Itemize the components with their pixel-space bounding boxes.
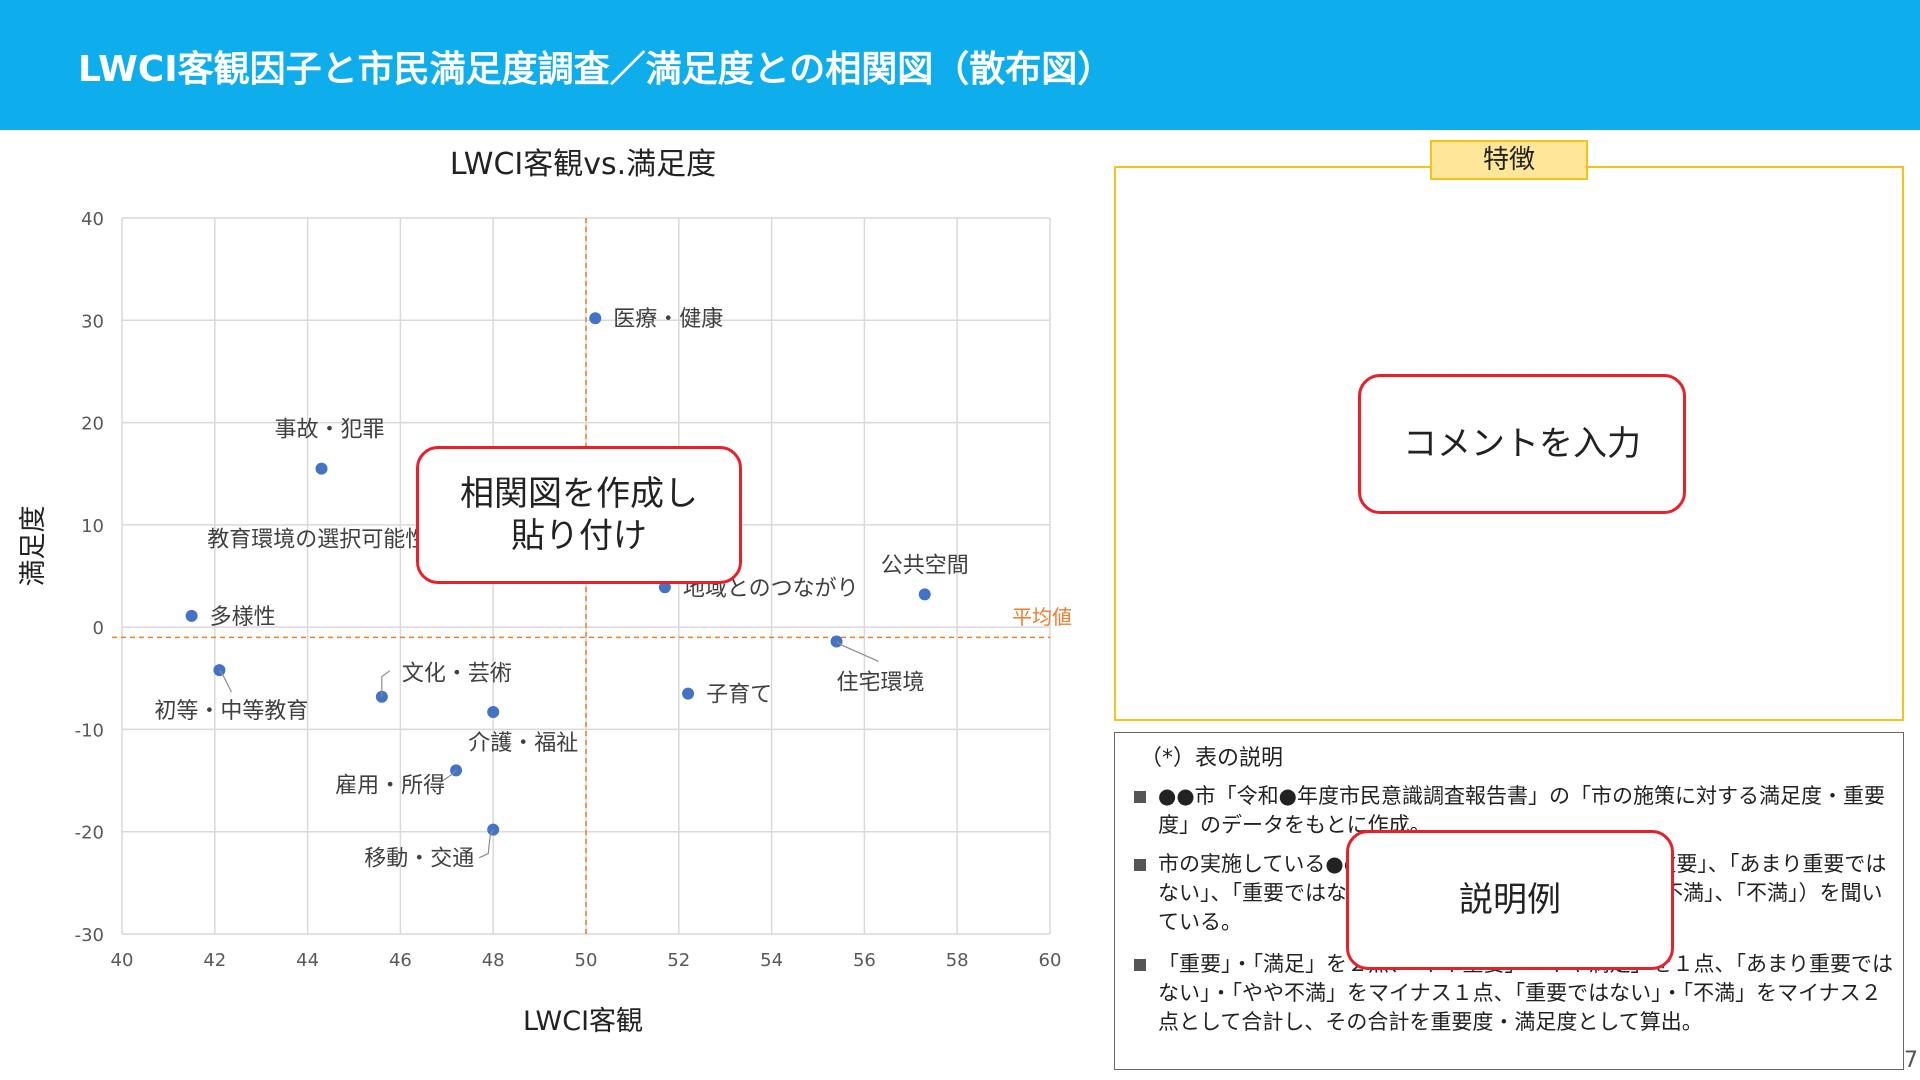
data-label: 文化・芸術 [402,662,512,687]
page-title: LWCI客観因子と市民満足度調査／満足度との相関図（散布図） [78,49,1114,90]
y-tick-label: 30 [81,311,104,332]
x-axis-title: LWCI客観 [523,1006,643,1037]
x-tick-label: 40 [111,950,134,971]
square-bullet-icon [1134,791,1146,803]
leader-line [218,669,232,693]
y-tick-label: 10 [81,516,104,537]
average-lines: 平均値 [112,218,1072,934]
data-label: 住宅環境 [837,670,925,695]
chart-paste-callout-text: 相関図を作成し 貼り付け [460,473,698,557]
chart-title: LWCI客観vs.満足度 [450,147,716,182]
data-point [185,609,198,622]
header-bar: LWCI客観因子と市民満足度調査／満足度との相関図（散布図） [0,0,1920,130]
x-tick-label: 54 [760,950,783,971]
x-tick-label: 58 [946,950,969,971]
point-layer [185,312,931,836]
data-point [682,687,695,700]
note-heading: （*）表の説明 [1140,746,1284,771]
x-tick-label: 44 [296,950,319,971]
x-tick-label: 50 [575,950,598,971]
data-label: 雇用・所得 [335,773,445,798]
leader-line [836,640,879,663]
y-tick-label: -10 [75,720,104,741]
data-label: 介護・福祉 [468,731,578,756]
leader-line [478,829,494,859]
x-tick-label: 48 [482,950,505,971]
data-label: 子育て [706,683,772,708]
tick-layer: 40 42 44 46 48 50 52 54 56 58 60 -30 -20 -10 0 10 20 30 40 [75,209,1062,971]
x-tick-label: 46 [389,950,412,971]
explain-callout: 説明例 [1346,830,1674,970]
x-tick-label: 42 [203,950,226,971]
y-tick-label: -20 [75,823,104,844]
y-tick-label: -30 [75,925,104,946]
scatter-chart: 40 42 44 46 48 50 52 54 56 58 60 -30 -20 -10 0 10 20 30 40… [0,130,1100,1080]
point-labels: 医療・健康事故・犯罪教育環境の選択可能性地域とのつながり公共空間多様性住宅環境初… [154,307,968,871]
data-label: 公共空間 [881,553,969,578]
data-point [658,581,671,594]
x-tick-label: 56 [853,950,876,971]
explain-callout-text: 説明例 [1459,879,1561,920]
data-label: 医療・健康 [613,307,723,332]
data-point [589,312,602,325]
chart-paste-callout: 相関図を作成し 貼り付け [416,446,742,584]
average-label: 平均値 [1012,605,1072,629]
data-label: 移動・交通 [364,847,474,872]
comment-callout-text: コメントを入力 [1403,423,1641,464]
x-tick-label: 52 [667,950,690,971]
page-number: 7 [1904,1048,1918,1073]
y-tick-label: 0 [93,618,104,639]
data-label: 事故・犯罪 [275,418,385,443]
x-tick-label: 60 [1039,950,1062,971]
y-axis-title: 満足度 [18,506,49,587]
data-label: 多様性 [210,605,276,630]
leader-line [381,670,391,697]
comment-callout: コメントを入力 [1358,374,1686,514]
data-label: 教育環境の選択可能性 [207,528,427,553]
y-tick-label: 40 [81,209,104,230]
data-label: 初等・中等教育 [154,699,308,724]
feature-tab: 特徴 [1430,140,1588,180]
note-box [1114,732,1904,1070]
y-tick-label: 20 [81,414,104,435]
square-bullet-icon [1134,959,1146,971]
chart-svg: 40 42 44 46 48 50 52 54 56 58 60-30-20-10010203040… [18,147,1072,1037]
data-point [315,462,328,475]
square-bullet-icon [1134,859,1146,871]
leader-line [439,769,457,783]
data-point [487,706,500,719]
data-point [918,588,931,601]
